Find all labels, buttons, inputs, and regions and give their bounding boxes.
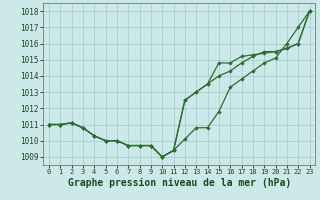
X-axis label: Graphe pression niveau de la mer (hPa): Graphe pression niveau de la mer (hPa) [68, 178, 291, 188]
